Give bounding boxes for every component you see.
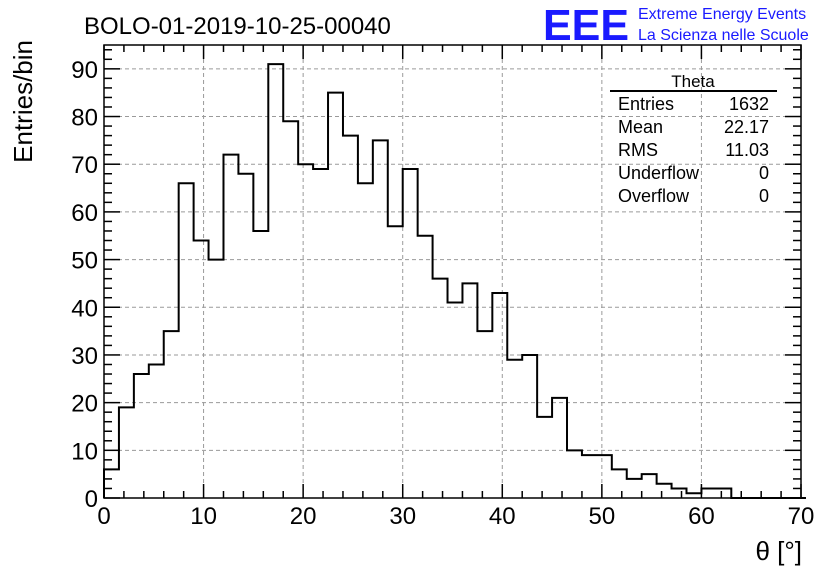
y-tick-label: 60 — [71, 200, 98, 227]
grid-lines — [104, 45, 801, 498]
stats-mean-label: Mean — [618, 117, 663, 137]
histogram-bin — [268, 64, 283, 498]
histogram-series — [103, 63, 806, 499]
histogram-bin — [134, 374, 149, 498]
y-tick-label: 90 — [71, 57, 98, 84]
histogram-bin — [313, 169, 328, 498]
histogram-outline — [103, 63, 806, 499]
histogram-bin — [507, 360, 522, 498]
x-axis-label: θ [°] — [755, 536, 802, 566]
histogram-bin — [627, 479, 642, 498]
y-tick-label: 30 — [71, 343, 98, 370]
histogram-bin — [448, 302, 463, 498]
y-tick-label: 40 — [71, 295, 98, 322]
histogram-bin — [433, 279, 448, 498]
stats-underflow-label: Underflow — [618, 163, 700, 183]
histogram-bin — [164, 331, 179, 498]
y-tick-label: 70 — [71, 152, 98, 179]
histogram-bin — [358, 183, 373, 498]
axis-ticks — [103, 45, 802, 499]
x-tick-label: 30 — [389, 503, 416, 530]
chart-title: BOLO-01-2019-10-25-00040 — [84, 13, 391, 40]
histogram-bin — [582, 455, 597, 498]
stats-overflow-label: Overflow — [618, 186, 690, 206]
x-tick-label: 20 — [290, 503, 317, 530]
y-tick-labels: 0 10 20 30 40 50 60 70 80 90 — [71, 57, 98, 513]
x-tick-labels: 0 10 20 30 40 50 60 70 — [97, 503, 814, 530]
stats-rms-label: RMS — [618, 140, 658, 160]
y-tick-label: 10 — [71, 438, 98, 465]
histogram-bin — [492, 293, 507, 498]
histogram-bin — [418, 236, 433, 498]
histogram-bin — [672, 488, 687, 498]
histogram-bin — [477, 331, 492, 498]
histogram-bin — [597, 455, 612, 498]
y-tick-label: 20 — [71, 391, 98, 418]
histogram-bin — [179, 183, 194, 498]
plot-frame — [103, 44, 802, 499]
stats-box: Theta Entries 1632 Mean 22.17 RMS 11.03 … — [610, 72, 777, 206]
histogram-bin — [253, 231, 268, 498]
y-tick-label: 0 — [85, 486, 98, 513]
y-tick-label: 50 — [71, 248, 98, 275]
stats-title: Theta — [671, 72, 715, 91]
logo-line-2: La Scienza nelle Scuole — [638, 27, 809, 44]
histogram-bin — [716, 488, 731, 498]
histogram-bin — [328, 93, 343, 498]
histogram-bin — [104, 469, 119, 498]
histogram-bin — [388, 226, 403, 498]
histogram-bin — [119, 407, 134, 498]
x-tick-label: 70 — [788, 503, 815, 530]
histogram-bin — [223, 155, 238, 498]
x-tick-label: 60 — [688, 503, 715, 530]
logo-line-1: Extreme Energy Events — [638, 6, 806, 23]
stats-entries-value: 1632 — [729, 94, 769, 114]
histogram-bin — [567, 450, 582, 498]
histogram-bin — [462, 283, 477, 498]
histogram-bin — [149, 364, 164, 498]
histogram-bin — [612, 469, 627, 498]
histogram-bin — [238, 174, 253, 498]
plot-border — [103, 44, 802, 499]
histogram-bin — [343, 136, 358, 498]
histogram-bin — [701, 488, 716, 498]
stats-rms-value: 11.03 — [725, 140, 769, 160]
stats-mean-value: 22.17 — [724, 117, 769, 137]
histogram-bin — [642, 474, 657, 498]
y-tick-label: 80 — [71, 105, 98, 132]
histogram-bin — [209, 260, 224, 498]
eee-logo: EEE Extreme Energy Events La Scienza nel… — [543, 1, 809, 50]
histogram-bin — [373, 140, 388, 498]
stats-underflow-value: 0 — [759, 163, 769, 183]
histogram-bin — [194, 241, 209, 498]
x-tick-label: 10 — [190, 503, 217, 530]
x-tick-label: 0 — [97, 503, 110, 530]
histogram-bin — [657, 484, 672, 498]
eee-logo-letters: EEE — [543, 1, 629, 50]
histogram-bin — [403, 169, 418, 498]
histogram-bin — [537, 417, 552, 498]
stats-overflow-value: 0 — [759, 186, 769, 206]
y-axis-label: Entries/bin — [8, 40, 38, 163]
x-tick-label: 40 — [489, 503, 516, 530]
histogram-bin — [522, 355, 537, 498]
histogram-bin — [298, 164, 313, 498]
x-tick-label: 50 — [589, 503, 616, 530]
histogram-bin — [552, 398, 567, 498]
stats-entries-label: Entries — [618, 94, 674, 114]
histogram-bin — [283, 121, 298, 498]
